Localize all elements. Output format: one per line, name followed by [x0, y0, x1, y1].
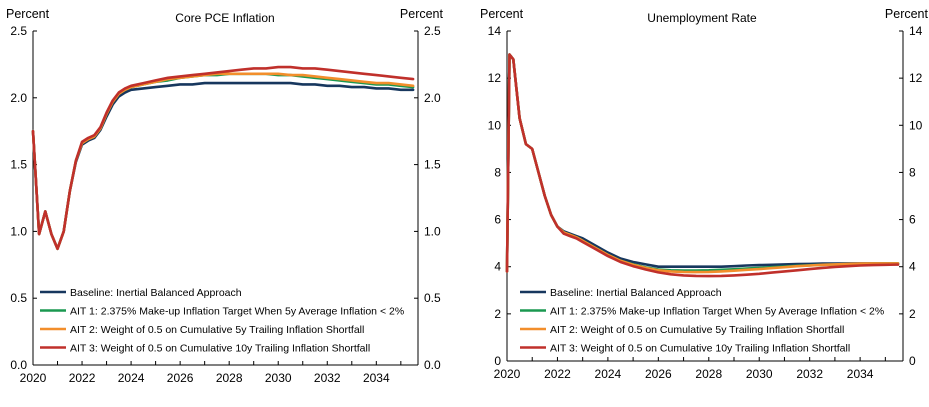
y-tick-label-right: 2	[909, 307, 916, 321]
y-tick-label-right: 6	[909, 213, 916, 227]
x-tick-label: 2034	[847, 367, 874, 381]
x-tick-label: 2020	[494, 367, 521, 381]
y-tick-label-left: 0	[494, 354, 501, 368]
y-tick-label-right: 0.0	[424, 358, 441, 372]
x-tick-label: 2032	[796, 367, 823, 381]
y-tick-label-left: 4	[494, 260, 501, 274]
y-tick-label-right: 0	[909, 354, 916, 368]
chart-title: Core PCE Inflation	[175, 11, 274, 25]
legend-label-2: AIT 2: Weight of 0.5 on Cumulative 5y Tr…	[550, 324, 844, 336]
series-line-0	[505, 53, 900, 273]
legend-label-1: AIT 1: 2.375% Make-up Inflation Target W…	[70, 306, 404, 318]
y-tick-label-left: 0.5	[10, 291, 27, 305]
y-tick-label-right: 4	[909, 260, 916, 274]
y-tick-label-left: 12	[488, 71, 502, 85]
x-tick-label: 2032	[314, 371, 341, 385]
legend-label-2: AIT 2: Weight of 0.5 on Cumulative 5y Tr…	[70, 324, 364, 336]
x-tick-label: 2030	[746, 367, 773, 381]
legend-label-0: Baseline: Inertial Balanced Approach	[70, 287, 242, 299]
y-tick-label-right: 2.5	[424, 24, 441, 38]
y-axis-right-label: Percent	[885, 7, 929, 21]
y-tick-label-left: 1.5	[10, 158, 27, 172]
y-axis-left-label: Percent	[480, 7, 524, 21]
y-tick-label-right: 2.0	[424, 91, 441, 105]
y-tick-label-right: 10	[909, 118, 923, 132]
y-tick-label-right: 12	[909, 71, 923, 85]
series-line-1	[31, 72, 415, 251]
legend-label-3: AIT 3: Weight of 0.5 on Cumulative 10y T…	[550, 343, 850, 355]
y-tick-label-left: 14	[488, 24, 502, 38]
x-tick-label: 2024	[595, 367, 622, 381]
x-tick-label: 2022	[69, 371, 96, 385]
x-tick-label: 2022	[544, 367, 571, 381]
x-tick-label: 2026	[167, 371, 194, 385]
y-axis-left-label: Percent	[6, 7, 50, 21]
y-tick-label-right: 1.5	[424, 158, 441, 172]
y-tick-label-left: 10	[488, 118, 502, 132]
legend-label-3: AIT 3: Weight of 0.5 on Cumulative 10y T…	[70, 343, 370, 355]
y-tick-label-left: 8	[494, 165, 501, 179]
x-tick-label: 2030	[265, 371, 292, 385]
y-tick-label-right: 8	[909, 165, 916, 179]
series-line-3	[31, 65, 415, 251]
unemployment-rate-chart: Unemployment Rate Percent Percent 0 0 2 2 4 4 6 6 8…	[480, 7, 929, 381]
series-line-3	[505, 53, 900, 278]
legend-label-0: Baseline: Inertial Balanced Approach	[550, 287, 722, 299]
x-tick-label: 2034	[363, 371, 390, 385]
series-line-0	[31, 81, 415, 251]
y-tick-label-left: 2	[494, 307, 501, 321]
x-tick-label: 2020	[20, 371, 47, 385]
y-tick-label-left: 2.0	[10, 91, 27, 105]
core-pce-inflation-chart: Core PCE Inflation Percent Percent 0.0 0.0 0.…	[6, 7, 444, 385]
legend-label-1: AIT 1: 2.375% Make-up Inflation Target W…	[550, 306, 884, 318]
y-tick-label-right: 14	[909, 24, 923, 38]
x-tick-label: 2026	[645, 367, 672, 381]
y-tick-label-right: 1.0	[424, 224, 441, 238]
y-axis-right-label: Percent	[400, 7, 444, 21]
series-line-1	[505, 53, 900, 273]
series-line-2	[505, 53, 900, 274]
x-tick-label: 2024	[118, 371, 145, 385]
y-tick-label-left: 0.0	[10, 358, 27, 372]
y-tick-label-left: 2.5	[10, 24, 27, 38]
x-tick-label: 2028	[695, 367, 722, 381]
y-tick-label-left: 1.0	[10, 224, 27, 238]
chart-title: Unemployment Rate	[647, 11, 757, 25]
y-tick-label-left: 6	[494, 213, 501, 227]
series-line-2	[31, 72, 415, 251]
x-tick-label: 2028	[216, 371, 243, 385]
y-tick-label-right: 0.5	[424, 291, 441, 305]
